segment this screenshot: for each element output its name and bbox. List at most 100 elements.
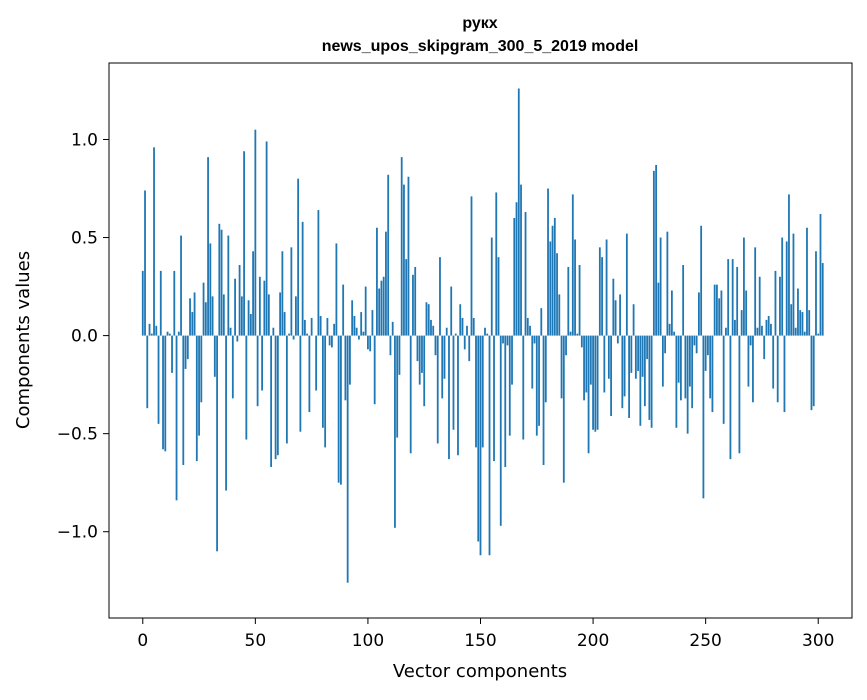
bar — [261, 336, 263, 391]
bar — [250, 314, 252, 336]
bar — [176, 336, 178, 501]
bar — [621, 336, 623, 409]
chart-title-line-1: рукх — [462, 15, 497, 32]
bar — [230, 328, 232, 336]
bar — [437, 336, 439, 444]
bar — [146, 336, 148, 409]
bar — [531, 336, 533, 389]
bar — [678, 336, 680, 383]
bar — [164, 336, 166, 452]
bar — [790, 304, 792, 335]
bar — [802, 312, 804, 336]
bar — [811, 336, 813, 411]
bar — [372, 310, 374, 335]
bar — [808, 310, 810, 335]
bar — [504, 336, 506, 467]
bar — [480, 336, 482, 556]
bar — [698, 292, 700, 335]
bar — [421, 336, 423, 373]
bar — [477, 336, 479, 542]
bar — [592, 336, 594, 430]
bar — [236, 336, 238, 342]
bar — [707, 336, 709, 356]
bar — [572, 194, 574, 335]
y-tick-label: 0.0 — [71, 327, 98, 347]
bar — [221, 230, 223, 336]
bar — [363, 332, 365, 336]
bar — [705, 336, 707, 371]
bar — [619, 294, 621, 335]
bar — [700, 226, 702, 336]
bar — [198, 336, 200, 436]
bar — [655, 165, 657, 336]
bar — [304, 320, 306, 336]
bar — [356, 328, 358, 336]
bar — [360, 312, 362, 336]
bar — [696, 336, 698, 354]
x-tick-label: 250 — [689, 631, 721, 651]
bar — [687, 336, 689, 434]
bar — [453, 336, 455, 430]
bar — [581, 336, 583, 348]
bar — [489, 336, 491, 556]
bar — [757, 328, 759, 336]
bar — [196, 336, 198, 462]
bar — [410, 336, 412, 454]
bar — [345, 336, 347, 401]
bar — [317, 210, 319, 336]
bar — [639, 336, 641, 426]
bar — [288, 334, 290, 336]
bar — [693, 336, 695, 346]
bar — [243, 151, 245, 335]
bar — [227, 236, 229, 336]
bar — [428, 304, 430, 335]
bar — [194, 292, 196, 335]
bar — [653, 171, 655, 336]
bar — [367, 336, 369, 350]
y-tick-label: −1.0 — [57, 523, 98, 543]
bar — [435, 336, 437, 356]
bar — [684, 336, 686, 399]
bar — [324, 336, 326, 448]
bar — [529, 326, 531, 336]
bar — [365, 287, 367, 336]
bar — [471, 196, 473, 335]
bar — [232, 336, 234, 399]
bar — [268, 294, 270, 335]
bar — [444, 336, 446, 379]
bar — [675, 336, 677, 428]
bar — [320, 316, 322, 336]
bar — [462, 318, 464, 336]
bar — [191, 312, 193, 336]
y-tick-label: 0.5 — [71, 229, 98, 249]
bar — [563, 336, 565, 483]
bar — [169, 334, 171, 336]
bar — [426, 302, 428, 335]
bar — [682, 265, 684, 336]
bar — [565, 336, 567, 356]
bar — [725, 328, 727, 336]
bar — [594, 336, 596, 432]
bar — [239, 265, 241, 336]
bar — [576, 334, 578, 336]
x-tick-label: 300 — [802, 631, 834, 651]
bar — [671, 290, 673, 335]
bar — [768, 316, 770, 336]
bar — [417, 336, 419, 361]
bar — [644, 336, 646, 407]
bar — [207, 157, 209, 335]
bar — [331, 336, 333, 348]
bar — [612, 279, 614, 336]
bar — [583, 336, 585, 401]
x-axis-label: Vector components — [393, 661, 567, 682]
bar — [149, 324, 151, 336]
bar — [752, 336, 754, 403]
bar — [608, 336, 610, 379]
bar — [308, 336, 310, 412]
bar — [495, 192, 497, 335]
bar — [383, 277, 385, 336]
bar — [277, 336, 279, 456]
bar — [347, 336, 349, 583]
bar — [558, 294, 560, 335]
